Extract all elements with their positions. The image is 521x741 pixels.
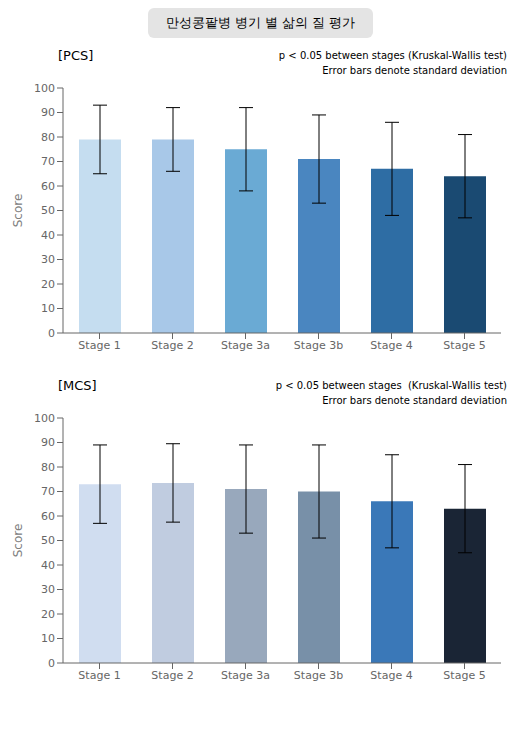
svg-text:60: 60: [41, 180, 55, 193]
svg-text:Stage 3b: Stage 3b: [294, 339, 343, 352]
svg-text:Score: Score: [11, 194, 25, 228]
svg-text:80: 80: [41, 131, 55, 144]
svg-text:30: 30: [41, 583, 55, 596]
svg-text:Stage 3a: Stage 3a: [221, 669, 270, 682]
svg-text:Stage 2: Stage 2: [151, 669, 193, 682]
svg-text:60: 60: [41, 510, 55, 523]
svg-text:70: 70: [41, 155, 55, 168]
svg-text:30: 30: [41, 253, 55, 266]
svg-text:10: 10: [41, 632, 55, 645]
svg-text:Stage 5: Stage 5: [443, 669, 485, 682]
svg-text:90: 90: [41, 106, 55, 119]
svg-text:Stage 5: Stage 5: [443, 339, 485, 352]
svg-text:20: 20: [41, 278, 55, 291]
svg-text:10: 10: [41, 302, 55, 315]
svg-text:90: 90: [41, 436, 55, 449]
html-text:p < 0.05 between stages (Krusk: p < 0.05 between stages (Kruskal-Wallis …: [275, 380, 507, 406]
html-text:[PCS]: [PCS]: [58, 48, 94, 63]
svg-text:Stage 3a: Stage 3a: [221, 339, 270, 352]
svg-text:Stage 2: Stage 2: [151, 339, 193, 352]
svg-text:70: 70: [41, 485, 55, 498]
svg-text:0: 0: [48, 327, 55, 340]
svg-text:40: 40: [41, 229, 55, 242]
svg-text:20: 20: [41, 608, 55, 621]
svg-text:Score: Score: [11, 524, 25, 558]
svg-text:50: 50: [41, 534, 55, 547]
html-text:[MCS]: [MCS]: [58, 378, 97, 393]
svg-text:Stage 1: Stage 1: [78, 339, 120, 352]
svg-text:40: 40: [41, 559, 55, 572]
svg-text:Stage 4: Stage 4: [370, 339, 412, 352]
svg-text:Stage 4: Stage 4: [370, 669, 412, 682]
svg-text:50: 50: [41, 204, 55, 217]
svg-text:Stage 3b: Stage 3b: [294, 669, 343, 682]
svg-text:100: 100: [34, 82, 55, 95]
html-text:만성콩팥병 병기 별 삶의 질 평가: 만성콩팥병 병기 별 삶의 질 평가: [165, 15, 356, 30]
svg-text:80: 80: [41, 461, 55, 474]
svg-text:100: 100: [34, 412, 55, 425]
html-text:p < 0.05 between stages (Krusk: p < 0.05 between stages (Kruskal-Wallis …: [278, 50, 507, 76]
svg-text:0: 0: [48, 657, 55, 670]
svg-text:Stage 1: Stage 1: [78, 669, 120, 682]
